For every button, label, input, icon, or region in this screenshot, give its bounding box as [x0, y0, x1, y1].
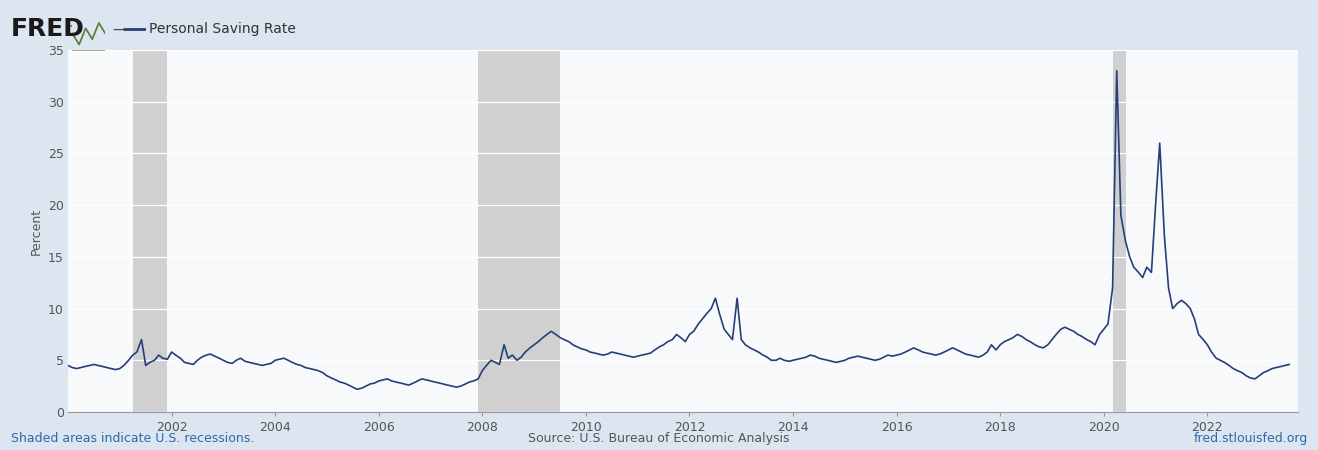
Text: Personal Saving Rate: Personal Saving Rate [149, 22, 295, 36]
Bar [1112, 50, 1126, 412]
Text: FRED: FRED [11, 17, 84, 41]
Bar [133, 50, 167, 412]
Text: Shaded areas indicate U.S. recessions.: Shaded areas indicate U.S. recessions. [11, 432, 254, 445]
Bar [478, 50, 560, 412]
Text: —: — [112, 22, 128, 37]
Text: ·: · [69, 20, 72, 34]
Text: fred.stlouisfed.org: fred.stlouisfed.org [1193, 432, 1307, 445]
Y-axis label: Percent: Percent [29, 207, 42, 255]
Text: Source: U.S. Bureau of Economic Analysis: Source: U.S. Bureau of Economic Analysis [529, 432, 789, 445]
